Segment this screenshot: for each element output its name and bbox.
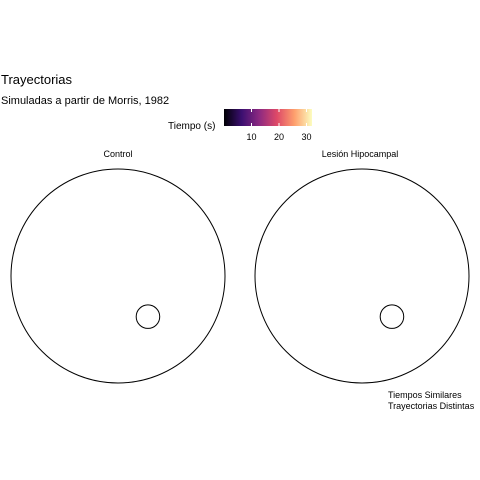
colorbar-rect	[224, 109, 312, 126]
colorbar: 10 20 30	[224, 109, 312, 142]
platform-circle	[136, 305, 160, 329]
colorbar-tick-label: 30	[301, 132, 311, 142]
panels	[11, 169, 469, 383]
colorbar-tick-label: 20	[274, 132, 284, 142]
colorbar-tick-label: 10	[246, 132, 256, 142]
platform-circle	[380, 305, 404, 329]
caption-line-2: Trayectorias Distintas	[388, 401, 474, 412]
panel-control	[11, 169, 225, 383]
pool-circle	[255, 169, 469, 383]
caption: Tiempos Similares Trayectorias Distintas	[388, 390, 474, 412]
pool-circle	[11, 169, 225, 383]
panel-lesion	[255, 169, 469, 383]
caption-line-1: Tiempos Similares	[388, 390, 474, 401]
